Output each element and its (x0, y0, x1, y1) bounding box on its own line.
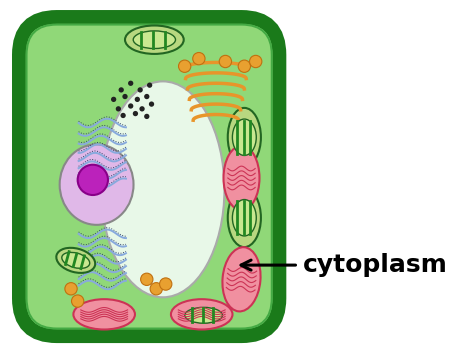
Ellipse shape (228, 189, 261, 247)
Circle shape (144, 114, 149, 119)
Circle shape (249, 55, 262, 68)
Ellipse shape (178, 302, 230, 328)
Circle shape (65, 283, 77, 295)
Circle shape (133, 111, 138, 116)
Ellipse shape (171, 299, 232, 329)
Ellipse shape (60, 144, 134, 225)
Circle shape (144, 94, 149, 99)
Ellipse shape (125, 26, 184, 54)
Circle shape (150, 283, 163, 295)
Circle shape (149, 102, 154, 107)
Ellipse shape (133, 31, 175, 49)
Circle shape (137, 87, 143, 93)
Ellipse shape (228, 108, 261, 166)
Circle shape (72, 295, 84, 307)
Ellipse shape (224, 146, 259, 210)
Circle shape (147, 82, 152, 88)
Circle shape (238, 60, 250, 72)
Ellipse shape (73, 299, 135, 329)
Ellipse shape (62, 252, 90, 268)
Circle shape (128, 81, 133, 86)
Ellipse shape (222, 247, 261, 311)
Circle shape (111, 97, 116, 102)
Circle shape (219, 55, 231, 68)
Circle shape (139, 106, 145, 111)
Ellipse shape (185, 307, 222, 323)
Ellipse shape (56, 248, 95, 273)
FancyBboxPatch shape (19, 17, 279, 336)
Circle shape (118, 87, 124, 93)
Text: cytoplasm: cytoplasm (303, 253, 448, 277)
Circle shape (141, 273, 153, 285)
Ellipse shape (101, 81, 225, 297)
Circle shape (160, 278, 172, 290)
Circle shape (193, 53, 205, 65)
Circle shape (122, 94, 128, 99)
Circle shape (135, 97, 140, 102)
Circle shape (179, 60, 191, 72)
Ellipse shape (232, 200, 256, 236)
Ellipse shape (78, 165, 108, 195)
Ellipse shape (232, 119, 256, 155)
Circle shape (116, 106, 121, 111)
Circle shape (128, 103, 133, 109)
Circle shape (120, 113, 126, 118)
